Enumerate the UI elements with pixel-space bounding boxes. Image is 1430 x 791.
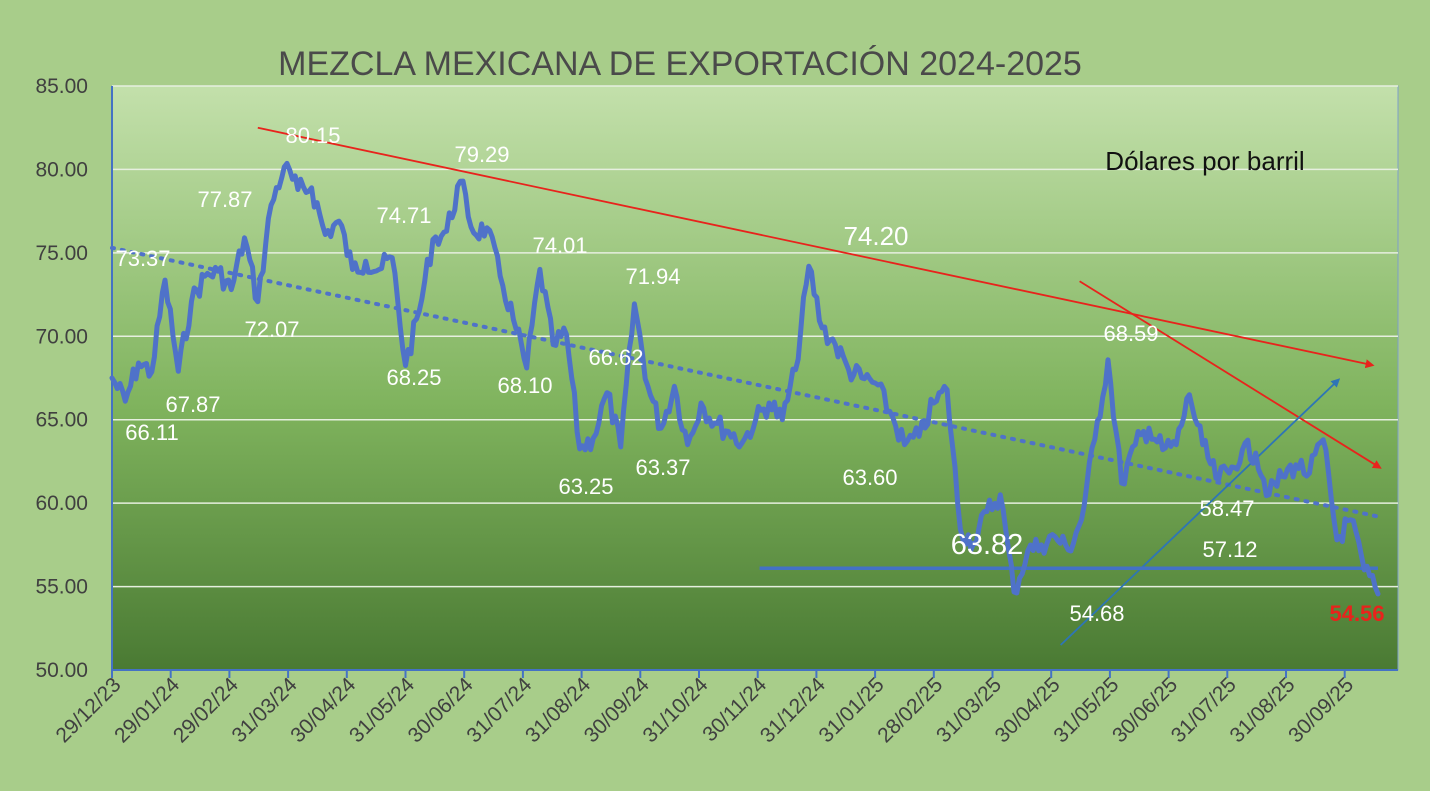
- chart-subtitle: Dólares por barril: [1105, 146, 1304, 176]
- data-label: 67.87: [165, 392, 220, 417]
- data-label: 66.62: [588, 345, 643, 370]
- y-tick-label: 80.00: [35, 158, 88, 181]
- plot-area: [111, 85, 1399, 671]
- x-tick-label: 30/09/25: [1284, 673, 1358, 747]
- data-label: 74.01: [532, 233, 587, 258]
- data-label: 72.07: [244, 317, 299, 342]
- data-label: 63.82: [951, 529, 1024, 561]
- data-label: 54.68: [1069, 601, 1124, 626]
- tendencia-lineal: [110, 245, 1380, 519]
- series-layer: [109, 160, 1381, 597]
- data-label: 54.56: [1329, 601, 1384, 626]
- y-tick-label: 50.00: [35, 659, 88, 682]
- data-label: 80.15: [285, 123, 340, 148]
- y-axis: 50.00 55.00 60.00 65.00 70.00 75.00 80.00 85.00: [35, 75, 113, 682]
- data-label: 71.94: [625, 264, 680, 289]
- x-tick-label: 31/10/24: [638, 673, 712, 747]
- y-tick-label: 85.00: [35, 75, 88, 98]
- data-label: 58.47: [1199, 496, 1254, 521]
- data-label: 74.20: [843, 221, 908, 251]
- y-tick-label: 70.00: [35, 325, 88, 348]
- soporte-alcista: [1060, 378, 1341, 646]
- y-tick-label: 75.00: [35, 242, 88, 265]
- y-tick-label: 60.00: [35, 492, 88, 515]
- y-tick-label: 65.00: [35, 409, 88, 432]
- trendlines: [110, 126, 1382, 646]
- resistencia-1: [257, 126, 1375, 369]
- data-labels: 73.37 66.11 67.87 77.87 80.15 72.07 74.71 68.25…: [115, 123, 1384, 626]
- x-axis: 29/12/2329/01/2429/02/2431/03/2430/04/24…: [51, 669, 1398, 747]
- data-label: 77.87: [197, 187, 252, 212]
- chart-title: MEZCLA MEXICANA DE EXPORTACIÓN 2024-2025: [278, 45, 1082, 83]
- data-label: 73.37: [115, 246, 170, 271]
- data-label: 66.11: [125, 420, 178, 445]
- data-label: 63.60: [842, 465, 897, 490]
- data-label: 63.25: [558, 474, 613, 499]
- resistencia-2: [1079, 280, 1382, 469]
- data-label: 68.59: [1103, 321, 1158, 346]
- y-tick-label: 55.00: [35, 576, 88, 599]
- data-label: 74.71: [376, 203, 431, 228]
- data-label: 68.10: [497, 373, 552, 398]
- price-line: [109, 160, 1381, 597]
- data-label: 68.25: [386, 365, 441, 390]
- data-label: 57.12: [1202, 537, 1257, 562]
- data-label: 79.29: [454, 142, 509, 167]
- data-label: 63.37: [635, 455, 690, 480]
